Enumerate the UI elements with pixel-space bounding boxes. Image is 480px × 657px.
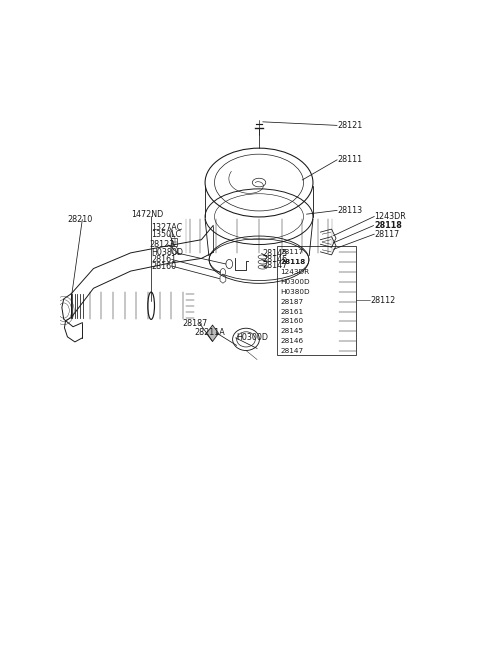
Circle shape — [172, 246, 178, 254]
Text: 28145: 28145 — [280, 328, 303, 334]
Text: 1243DR: 1243DR — [374, 212, 406, 221]
Text: 28160: 28160 — [280, 319, 303, 325]
Text: 28145: 28145 — [263, 249, 288, 258]
Text: H0300D: H0300D — [237, 333, 269, 342]
Text: 28147: 28147 — [263, 261, 288, 270]
Text: 28121: 28121 — [337, 121, 362, 130]
Text: H0300D: H0300D — [280, 279, 310, 285]
Text: 1243DR: 1243DR — [280, 269, 309, 275]
Text: 1472ND: 1472ND — [131, 210, 163, 219]
Text: 28161: 28161 — [280, 309, 303, 315]
Text: 28117: 28117 — [374, 230, 399, 238]
Text: 28211A: 28211A — [194, 328, 225, 337]
Text: 28118: 28118 — [280, 259, 305, 265]
Bar — [276, 246, 357, 355]
Text: 1327AC: 1327AC — [151, 223, 182, 232]
Text: 1350LC: 1350LC — [151, 230, 181, 239]
Text: 28187: 28187 — [280, 299, 303, 305]
Text: 28147: 28147 — [280, 348, 303, 354]
Text: 28111: 28111 — [337, 155, 362, 164]
Text: H0380D: H0380D — [151, 248, 183, 258]
Circle shape — [220, 269, 226, 276]
Polygon shape — [206, 325, 218, 342]
Text: 28123: 28123 — [149, 240, 175, 249]
Text: 28113: 28113 — [337, 206, 362, 215]
Text: H0380D: H0380D — [280, 289, 310, 295]
Text: 28146: 28146 — [263, 255, 288, 264]
Text: 28160: 28160 — [151, 261, 176, 271]
Text: 28210: 28210 — [67, 215, 93, 224]
Text: 28146: 28146 — [280, 338, 303, 344]
Text: 28161: 28161 — [151, 255, 176, 264]
Bar — [171, 238, 177, 246]
Text: 28117: 28117 — [280, 249, 303, 255]
Text: 28118: 28118 — [374, 221, 402, 230]
Text: 28112: 28112 — [371, 296, 396, 305]
Text: 28187: 28187 — [183, 319, 208, 328]
Circle shape — [226, 260, 233, 269]
